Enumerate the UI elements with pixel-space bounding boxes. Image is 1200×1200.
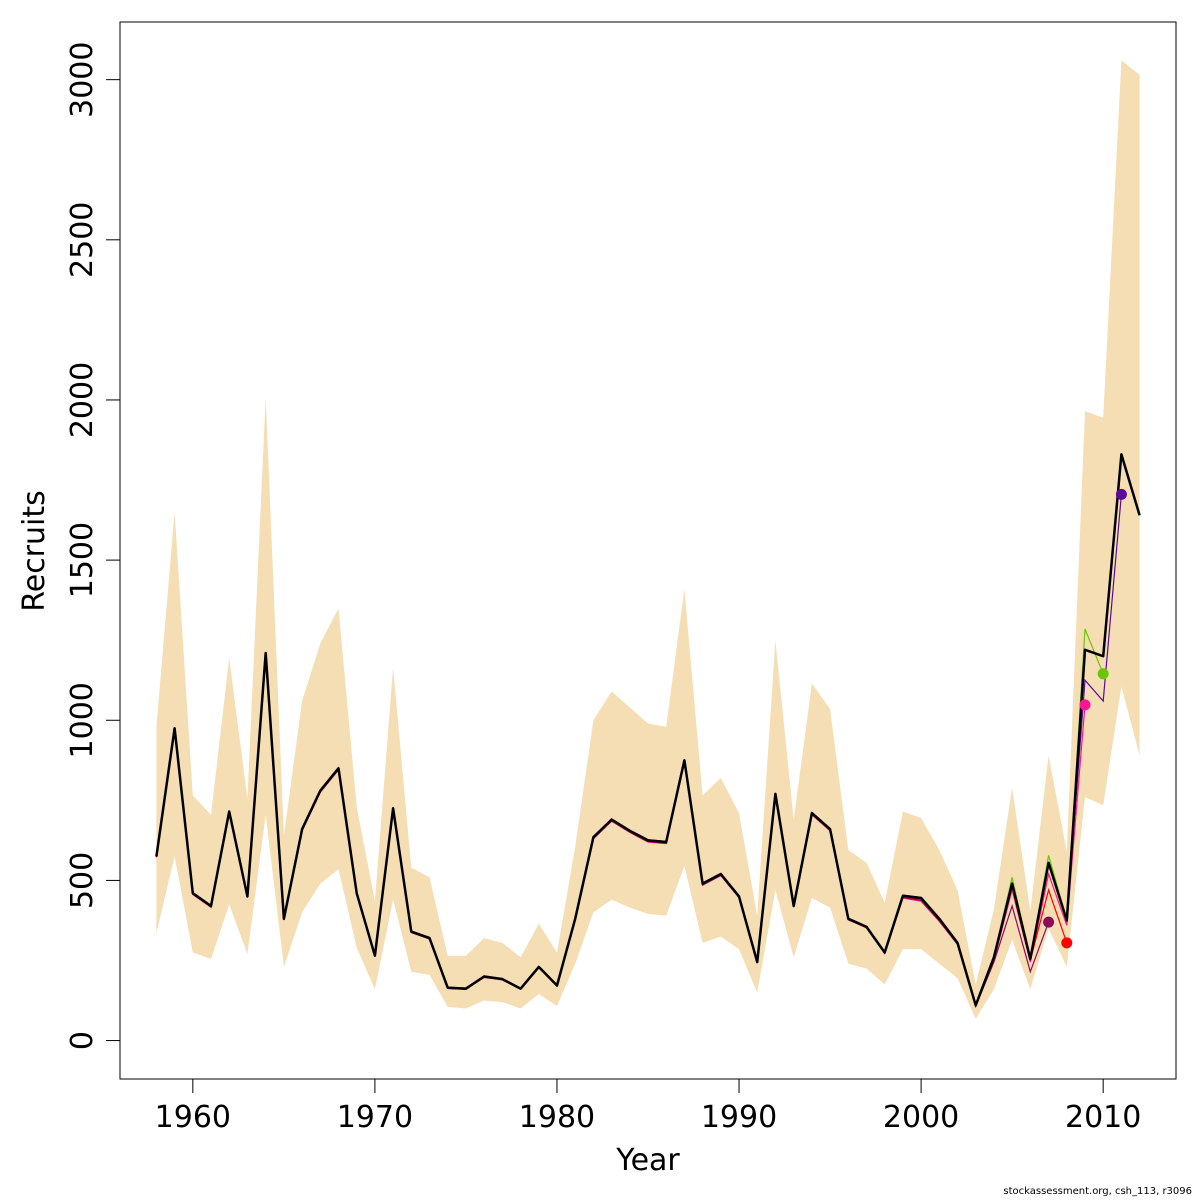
confidence-band-area <box>156 60 1140 1019</box>
y-tick-label: 2500 <box>65 202 100 278</box>
x-tick-label: 1990 <box>701 1100 777 1135</box>
terminal-point-retro-2009 <box>1079 699 1091 711</box>
y-tick-label: 500 <box>65 852 100 909</box>
terminal-point-retro-2010 <box>1097 668 1109 680</box>
x-tick-label: 1980 <box>519 1100 595 1135</box>
x-axis: 1960 1970 1980 1990 2000 2010 <box>155 1078 1141 1135</box>
y-tick-label: 2000 <box>65 362 100 438</box>
x-axis-title: Year <box>615 1143 680 1178</box>
x-tick-label: 2010 <box>1065 1100 1141 1135</box>
y-axis-title: Recruits <box>17 490 52 612</box>
terminal-points <box>1043 488 1127 949</box>
x-tick-label: 1970 <box>337 1100 413 1135</box>
y-tick-label: 0 <box>65 1031 100 1050</box>
x-tick-label: 1960 <box>155 1100 231 1135</box>
series-line-estimate <box>155 453 1141 1007</box>
x-tick-label: 2000 <box>883 1100 959 1135</box>
y-tick-label: 1000 <box>65 682 100 758</box>
terminal-point-retro-2011 <box>1115 488 1127 500</box>
y-tick-label: 3000 <box>65 42 100 118</box>
estimate-line-group <box>155 453 1141 1007</box>
confidence-band <box>156 60 1140 1019</box>
y-axis: 0 500 1000 1500 2000 2500 3000 <box>65 42 121 1050</box>
terminal-point-retro-2008 <box>1061 937 1073 949</box>
y-tick-label: 1500 <box>65 522 100 598</box>
source-caption: stockassessment.org, csh_113, r3096 <box>1003 1186 1192 1197</box>
terminal-point-retro-2007 <box>1043 916 1055 928</box>
